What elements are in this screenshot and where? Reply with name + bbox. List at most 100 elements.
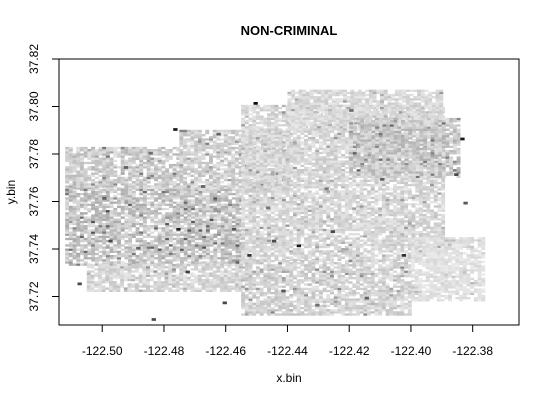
heatmap-bin (101, 276, 106, 280)
heatmap-bin (252, 252, 257, 255)
heatmap-bin (102, 172, 107, 175)
heatmap-bin (165, 216, 170, 219)
heatmap-bin (289, 147, 294, 150)
heatmap-bin (337, 207, 342, 210)
heatmap-bin (68, 227, 73, 230)
heatmap-bin (209, 155, 213, 158)
heatmap-bin (91, 155, 96, 158)
heatmap-bin (244, 233, 249, 236)
heatmap-bin (241, 147, 246, 150)
heatmap-bin (76, 185, 81, 188)
heatmap-bin (183, 172, 188, 175)
heatmap-bin (220, 233, 225, 236)
heatmap-bin (333, 252, 338, 255)
heatmap-bin (102, 205, 107, 209)
heatmap-bin (223, 136, 228, 139)
heatmap-bin (201, 181, 206, 184)
heatmap-bin (304, 211, 309, 215)
heatmap-bin (183, 252, 188, 256)
heatmap-bin (293, 147, 297, 150)
heatmap-bin (241, 207, 246, 210)
heatmap-bin (117, 153, 121, 156)
heatmap-bin (72, 222, 77, 226)
heatmap-bin (216, 149, 221, 152)
heatmap-bin (131, 254, 136, 258)
heatmap-bin (194, 250, 199, 253)
heatmap-bin (244, 226, 249, 230)
heatmap-bin (235, 197, 240, 200)
heatmap-bin (238, 140, 243, 143)
heatmap-bin (344, 220, 349, 223)
heatmap-bin (255, 141, 260, 144)
heatmap-bin (146, 274, 150, 277)
heatmap-bin (120, 244, 125, 247)
heatmap-bin (186, 168, 191, 171)
heatmap-bin (124, 187, 129, 190)
heatmap-bin (191, 222, 196, 226)
heatmap-bin (244, 145, 249, 148)
heatmap-bin (197, 129, 202, 133)
heatmap-bin (124, 225, 129, 228)
heatmap-bin (172, 214, 177, 217)
heatmap-bin (267, 162, 271, 165)
heatmap-bin (97, 266, 102, 269)
heatmap-bin (201, 285, 206, 288)
heatmap-bin (241, 106, 246, 110)
heatmap-bin (168, 261, 173, 264)
heatmap-bin (209, 181, 213, 184)
heatmap-bin (87, 222, 92, 226)
heatmap-bin (142, 178, 147, 182)
heatmap-bin (231, 131, 236, 135)
heatmap-bin (76, 210, 81, 213)
heatmap-bin (355, 181, 360, 185)
heatmap-bin (231, 239, 236, 243)
heatmap-bin (161, 257, 166, 260)
heatmap-bin (186, 174, 191, 177)
heatmap-bin (216, 142, 221, 145)
heatmap-bin (86, 289, 91, 292)
heatmap-bin (94, 252, 99, 256)
heatmap-bin (91, 250, 96, 253)
heatmap-bin (91, 207, 96, 211)
heatmap-bin (90, 281, 95, 284)
heatmap-bin (213, 252, 218, 256)
heatmap-bin (131, 270, 136, 273)
heatmap-bin (127, 272, 132, 275)
heatmap-bin (259, 173, 264, 176)
heatmap-bin (86, 285, 91, 288)
heatmap-bin (238, 155, 243, 158)
heatmap-bin (179, 276, 184, 280)
heatmap-bin (154, 237, 158, 241)
heatmap-bin (134, 276, 139, 280)
heatmap-bin (238, 153, 243, 156)
heatmap-bin (72, 166, 77, 169)
heatmap-bin (333, 243, 338, 247)
heatmap-bin (278, 179, 283, 182)
heatmap-bin (296, 154, 301, 157)
heatmap-bin (241, 121, 246, 125)
heatmap-bin (281, 130, 286, 133)
heatmap-bin (344, 151, 349, 155)
heatmap-bin (278, 196, 283, 200)
heatmap-bin (109, 283, 113, 286)
heatmap-bin (76, 172, 81, 175)
heatmap-bin (227, 153, 232, 156)
heatmap-bin (217, 188, 221, 192)
heatmap-bin (105, 276, 110, 280)
heatmap-bin (278, 117, 283, 120)
heatmap-bin (352, 245, 357, 249)
heatmap-bin (197, 185, 202, 188)
heatmap-bin (183, 242, 188, 245)
heatmap-bin (186, 131, 191, 135)
heatmap-bin (68, 153, 73, 156)
heatmap-bin (341, 179, 346, 182)
heatmap-bin (205, 263, 210, 267)
heatmap-bin (223, 159, 228, 163)
heatmap-bin (252, 196, 257, 200)
heatmap-bin (355, 207, 360, 210)
heatmap-bin (102, 222, 107, 226)
heatmap-bin (326, 130, 331, 133)
heatmap-bin (235, 246, 240, 249)
heatmap-bin (311, 248, 316, 251)
heatmap-bin (72, 244, 77, 247)
